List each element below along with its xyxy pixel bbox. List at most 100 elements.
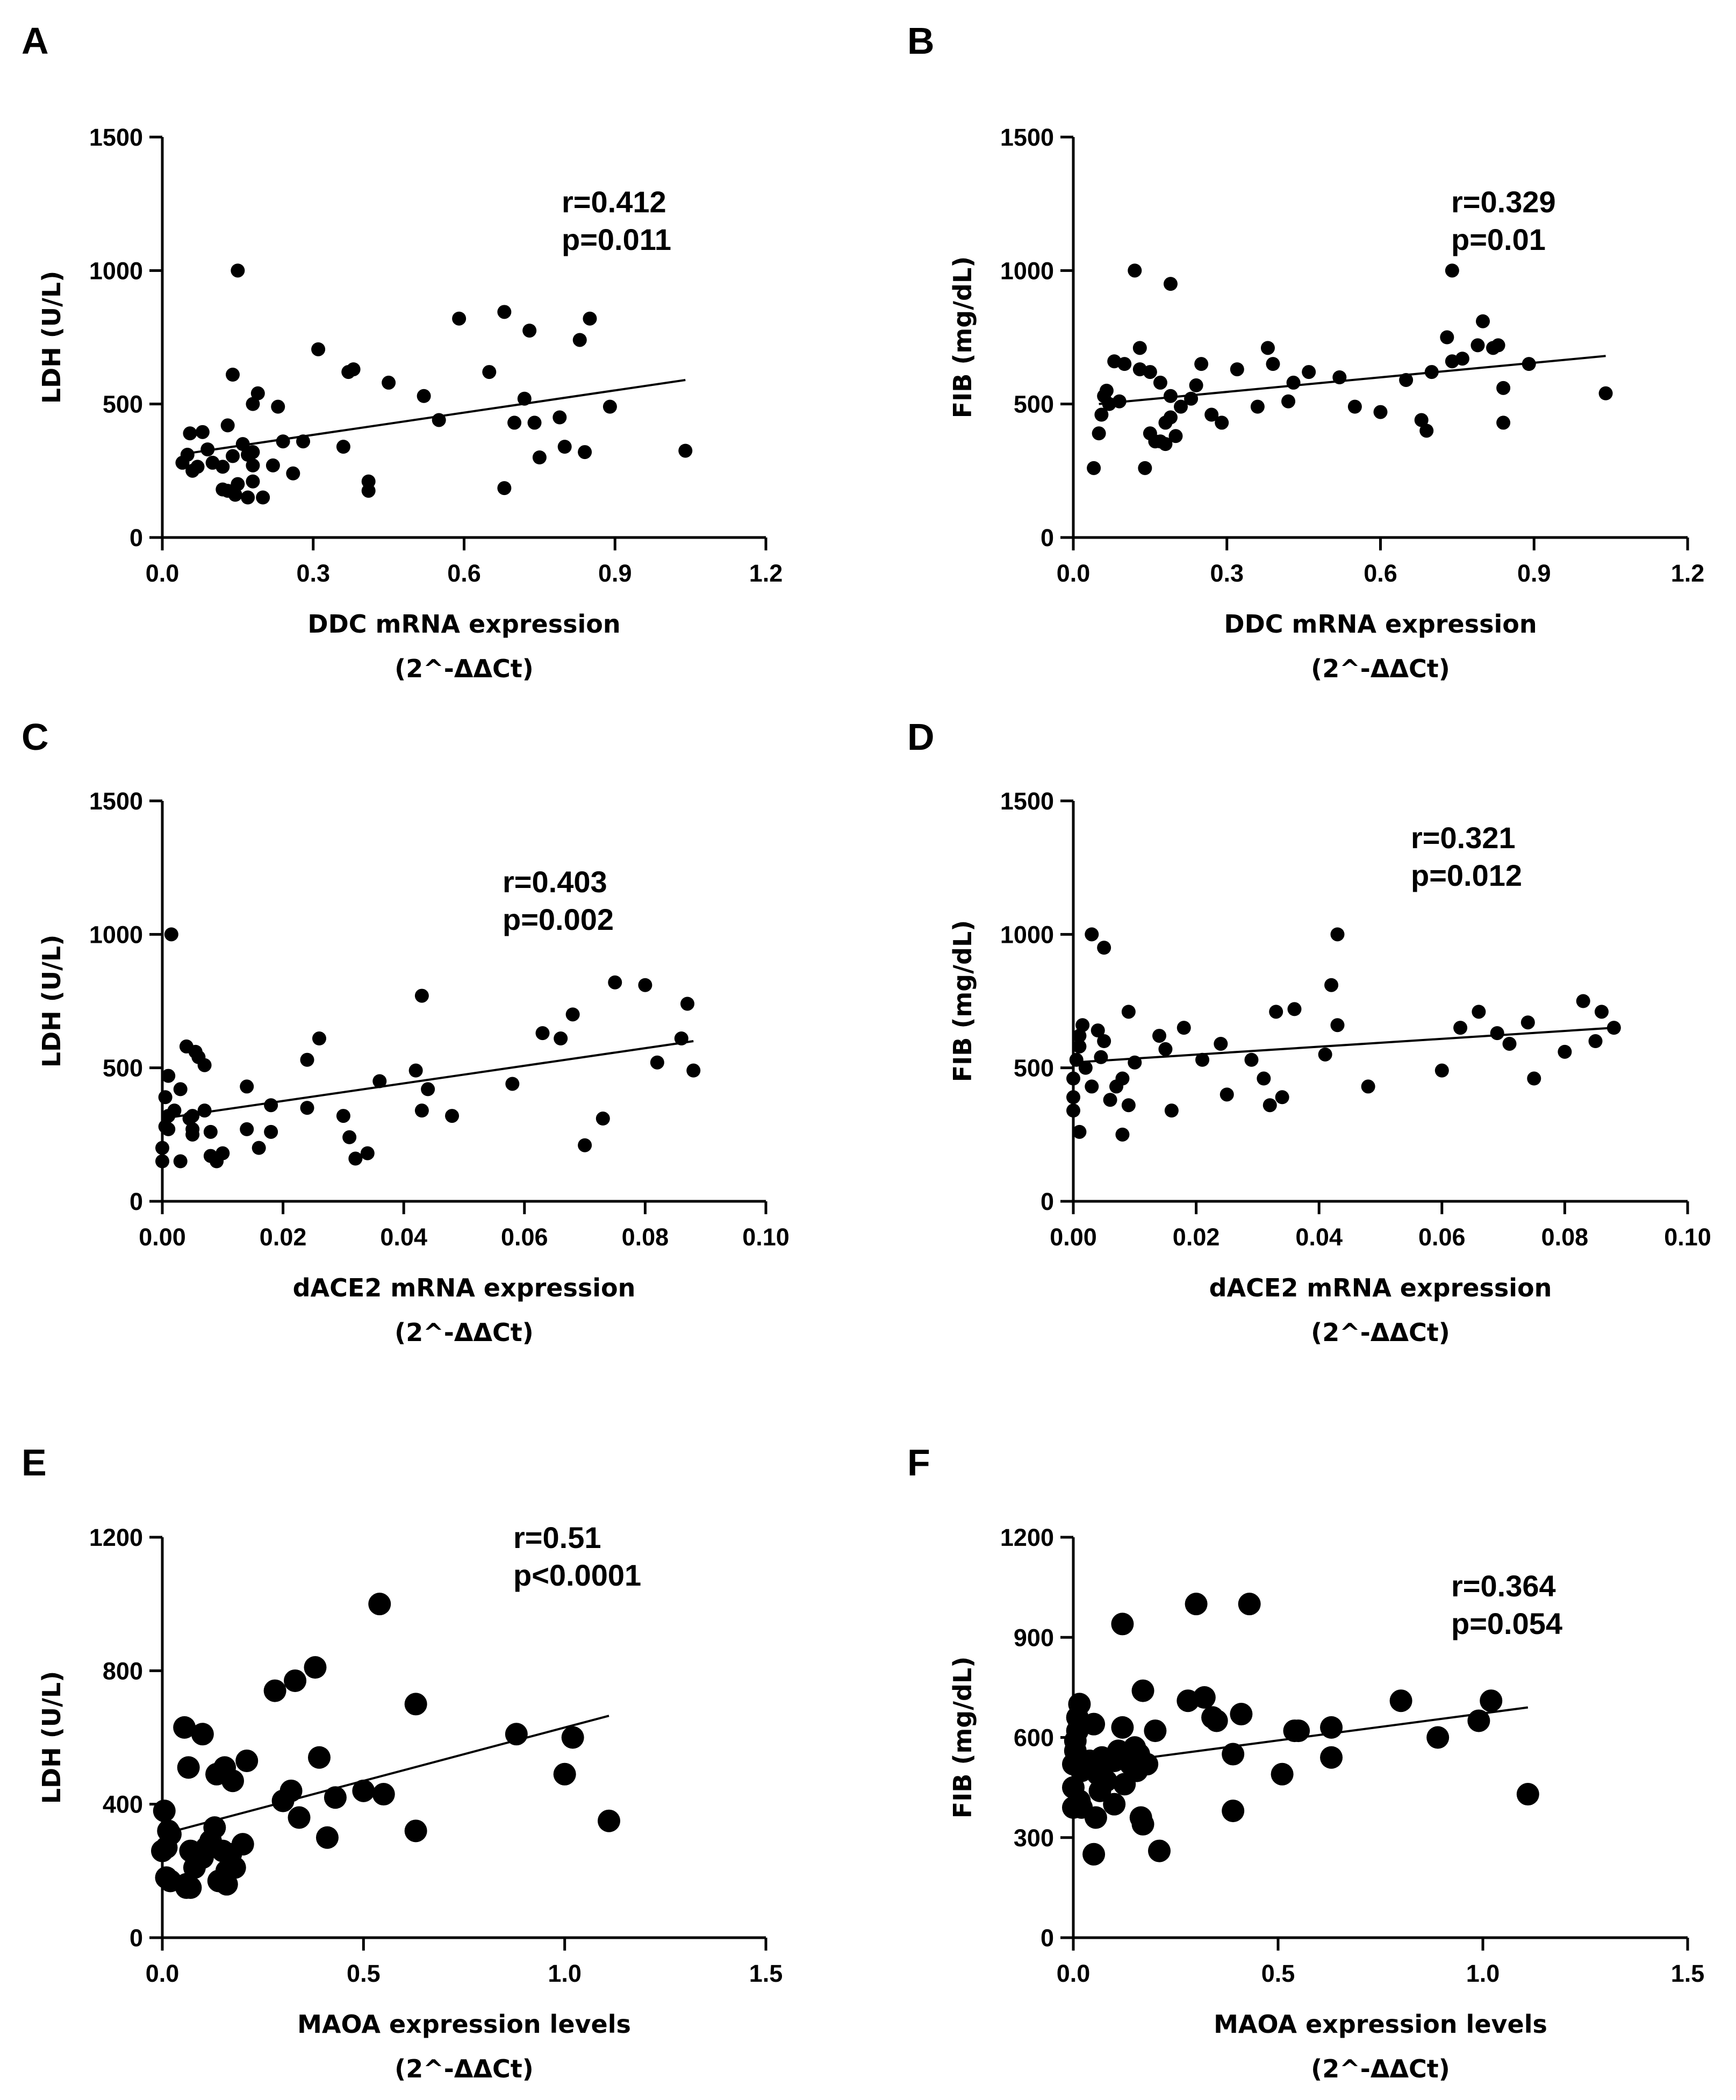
y-tick-label: 500: [103, 391, 143, 418]
data-point: [1193, 1686, 1216, 1709]
y-axis-title: LDH (U/L): [37, 1671, 66, 1804]
data-point: [300, 1101, 314, 1115]
data-point: [445, 1109, 460, 1123]
data-point: [185, 1109, 200, 1123]
data-point: [195, 425, 210, 439]
data-point: [1084, 1806, 1107, 1829]
data-point: [197, 1103, 212, 1118]
r-value: r=0.329: [1451, 185, 1556, 219]
data-point: [271, 399, 285, 414]
y-tick-label: 400: [103, 1791, 143, 1818]
x-tick-label: 0.3: [296, 560, 330, 587]
data-point: [1275, 1090, 1289, 1105]
y-tick-label: 1500: [1000, 124, 1054, 151]
data-point: [578, 1138, 592, 1152]
y-tick-label: 1500: [89, 787, 143, 815]
p-value: p<0.0001: [513, 1558, 641, 1592]
y-tick-label: 1200: [1000, 1524, 1054, 1551]
data-point: [1318, 1047, 1332, 1062]
data-point: [1260, 341, 1275, 355]
data-point: [404, 1693, 427, 1716]
data-point: [1502, 1036, 1517, 1051]
data-point: [1094, 1050, 1108, 1064]
data-point: [1269, 1005, 1283, 1019]
data-point: [276, 434, 290, 449]
data-point: [1087, 461, 1101, 475]
data-point: [1230, 362, 1244, 377]
data-point: [561, 1726, 584, 1749]
data-point: [1399, 372, 1414, 387]
y-tick-label: 600: [1014, 1724, 1054, 1752]
data-point: [1594, 1005, 1609, 1019]
data-point: [1219, 1087, 1234, 1102]
data-point: [1347, 399, 1362, 414]
data-point: [231, 477, 245, 491]
y-tick-label: 0: [1041, 524, 1054, 551]
data-point: [482, 365, 497, 379]
panel-e: E 0 400 800 1200 0.0 0.5 1.0 1.5 MAOA expression …: [21, 1442, 783, 2083]
data-point: [1111, 1612, 1134, 1636]
data-point: [1476, 314, 1490, 328]
data-point: [240, 1122, 254, 1136]
y-tick-label: 500: [1014, 391, 1054, 418]
data-point: [1158, 1042, 1173, 1056]
data-point: [179, 1876, 202, 1899]
data-point: [155, 1154, 169, 1169]
x-tick-label: 0.0: [1057, 1960, 1091, 1987]
data-point: [1132, 341, 1147, 355]
panel-letter: F: [907, 1442, 930, 1483]
x-axis-title: dACE2 mRNA expression: [293, 1273, 636, 1302]
y-tick-label: 1500: [1000, 787, 1054, 815]
data-point: [161, 1069, 176, 1083]
data-point: [1480, 1689, 1503, 1712]
data-point: [1174, 399, 1188, 414]
data-point: [1361, 1079, 1375, 1094]
data-point: [1424, 365, 1439, 379]
data-point: [315, 1826, 339, 1849]
data-point: [1075, 1018, 1090, 1033]
data-point: [1490, 1026, 1504, 1041]
data-point: [159, 1823, 182, 1846]
data-point: [1266, 357, 1280, 371]
data-point: [1527, 1071, 1541, 1086]
data-point: [246, 397, 260, 411]
data-point: [235, 437, 250, 451]
data-point: [1163, 277, 1178, 291]
data-point: [414, 1103, 429, 1118]
data-point: [527, 415, 542, 430]
panel-a: A 0 500 1000 1500 0.0 0.3 0.6 0.9 1.2 DDC mRNA exp…: [21, 20, 783, 683]
p-value: p=0.054: [1451, 1607, 1562, 1640]
y-tick-label: 300: [1014, 1824, 1054, 1852]
y-axis-title: LDH (U/L): [37, 271, 66, 404]
data-point: [158, 1090, 173, 1105]
x-tick-label: 1.0: [548, 1960, 582, 1987]
data-point: [226, 449, 240, 463]
x-tick-label: 0.00: [139, 1223, 186, 1251]
data-point: [1434, 1063, 1449, 1078]
y-tick-label: 1500: [89, 124, 143, 151]
panel-c: C 0 500 1000 1500 0.00 0.02 0.04 0.06 0.08 0.10 dAC…: [21, 716, 790, 1347]
data-point: [1163, 389, 1178, 403]
data-point: [1453, 1021, 1468, 1035]
x-tick-label: 0.6: [447, 560, 481, 587]
data-point: [190, 460, 205, 474]
data-point: [1128, 263, 1142, 278]
data-point: [1072, 1039, 1087, 1053]
x-tick-label: 0.0: [146, 560, 180, 587]
data-point: [361, 484, 376, 498]
data-point: [1606, 1021, 1621, 1035]
data-point: [535, 1026, 550, 1041]
panel-letter: B: [907, 20, 935, 62]
y-tick-label: 1000: [89, 257, 143, 284]
data-point: [264, 1098, 278, 1113]
data-point: [1286, 375, 1301, 390]
data-point: [1558, 1044, 1572, 1059]
y-tick-label: 0: [130, 524, 143, 551]
data-point: [565, 1007, 580, 1022]
data-point: [1522, 357, 1536, 371]
data-point: [161, 1122, 176, 1136]
data-point: [1244, 1052, 1259, 1067]
data-point: [1287, 1719, 1310, 1743]
data-point: [554, 1031, 568, 1046]
